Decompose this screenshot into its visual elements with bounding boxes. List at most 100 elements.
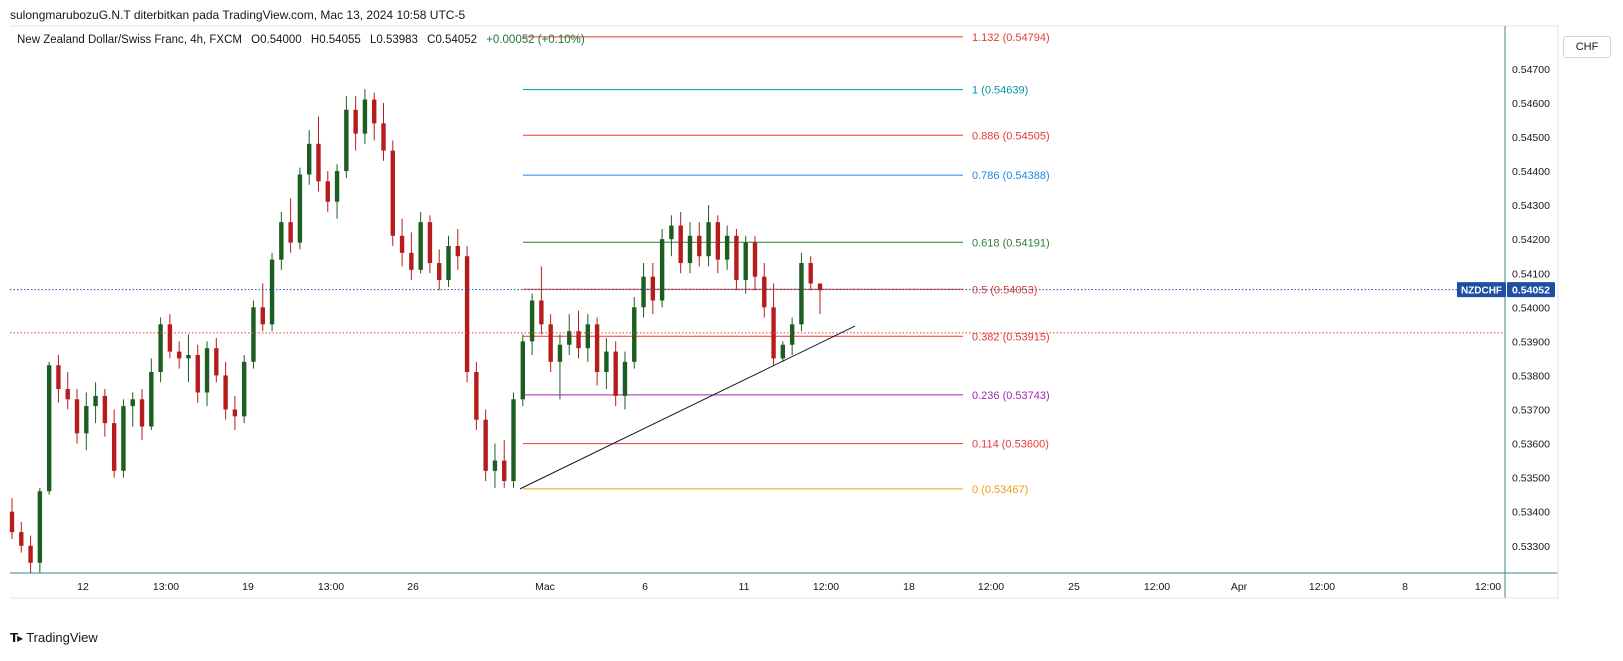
- candle-body: [362, 99, 368, 134]
- y-tick-label: 0.53900: [1512, 336, 1550, 348]
- y-tick-label: 0.53500: [1512, 473, 1550, 485]
- x-tick-label: 11: [739, 581, 750, 593]
- candle-body: [381, 123, 386, 151]
- candle-body: [808, 263, 813, 284]
- candle-body: [604, 351, 609, 373]
- candle-body: [65, 389, 70, 400]
- y-tick-label: 0.54000: [1512, 302, 1550, 314]
- y-tick-label: 0.53800: [1512, 370, 1550, 382]
- tradingview-brand-text: TradingView: [26, 630, 98, 645]
- fib-level-label: 0.886 (0.54505): [972, 130, 1050, 142]
- x-tick-label: 19: [242, 581, 254, 593]
- candle-body: [37, 491, 43, 563]
- candle-body: [724, 235, 730, 260]
- candle-body: [817, 283, 823, 291]
- x-tick-label: 12:00: [1475, 581, 1501, 593]
- y-tick-label: 0.54300: [1512, 200, 1550, 212]
- fib-level-label: 0.5 (0.54053): [972, 284, 1037, 296]
- candle-body: [632, 307, 637, 362]
- candle-body: [399, 235, 405, 253]
- candle-body: [427, 222, 433, 264]
- candle-body: [502, 460, 507, 482]
- candle-body: [204, 348, 210, 393]
- y-tick-label: 0.53400: [1512, 507, 1550, 519]
- candle-body: [149, 372, 154, 427]
- x-tick-label: 8: [1402, 581, 1408, 593]
- symbol-ohlc-legend[interactable]: New Zealand Dollar/Swiss Franc, 4h, FXCM…: [17, 34, 591, 46]
- last-price-label: 0.54052: [1512, 285, 1550, 297]
- candle-body: [474, 372, 479, 420]
- candle-body: [251, 307, 256, 362]
- candle-body: [762, 276, 767, 308]
- candle-body: [437, 263, 442, 281]
- ohlc-change: +0.00052 (+0.10%): [486, 34, 585, 46]
- y-tick-label: 0.53300: [1512, 541, 1550, 553]
- y-tick-label: 0.54700: [1512, 64, 1550, 76]
- fib-level-label: 0.236 (0.53743): [972, 390, 1050, 402]
- candle-body: [93, 395, 98, 407]
- tradingview-mark-icon: 𝗧▸: [10, 630, 23, 645]
- x-tick-label: Mac: [535, 581, 555, 593]
- symbol-title: New Zealand Dollar/Swiss Franc, 4h, FXCM: [17, 34, 242, 46]
- candle-body: [111, 423, 117, 471]
- symbol-price-badge: [1457, 282, 1506, 298]
- candle-body: [409, 252, 414, 270]
- candle-body: [483, 419, 488, 471]
- candle-body: [232, 409, 238, 417]
- candle-body: [195, 355, 200, 393]
- trendline: [519, 325, 856, 490]
- tradingview-logo[interactable]: 𝗧▸ TradingView: [10, 630, 98, 645]
- currency-selector-button[interactable]: CHF: [1563, 36, 1611, 58]
- last-price-badge: [1507, 282, 1555, 298]
- x-tick-label: 12:00: [1144, 581, 1170, 593]
- candle-body: [279, 222, 284, 260]
- x-tick-label: 12:00: [813, 581, 839, 593]
- candle-body: [585, 324, 591, 349]
- fib-level-label: 0 (0.53467): [972, 484, 1028, 496]
- candle-body: [297, 174, 303, 243]
- fib-level-label: 0.618 (0.54191): [972, 237, 1050, 249]
- y-tick-label: 0.53700: [1512, 405, 1550, 417]
- fib-level-label: 0.114 (0.53600): [972, 439, 1049, 451]
- candle-body: [241, 361, 247, 417]
- ohlc-open: O0.54000: [251, 34, 302, 46]
- candle-body: [799, 263, 804, 325]
- y-tick-label: 0.54600: [1512, 98, 1550, 110]
- y-tick-label: 0.54400: [1512, 166, 1550, 178]
- candle-body: [529, 300, 535, 342]
- fib-level-label: 1.132 (0.54794): [972, 32, 1050, 44]
- candle-body: [46, 365, 52, 492]
- candle-body: [306, 143, 312, 175]
- x-tick-label: 12:00: [978, 581, 1004, 593]
- candle-body: [214, 348, 219, 376]
- candle-body: [752, 242, 758, 277]
- x-tick-label: 18: [903, 581, 915, 593]
- candle-body: [669, 225, 674, 240]
- fib-level-label: 0.786 (0.54388): [972, 170, 1050, 182]
- candle-body: [158, 324, 163, 373]
- candle-body: [418, 222, 423, 270]
- candle-body: [186, 355, 191, 359]
- candle-body: [706, 222, 711, 257]
- candle-body: [139, 399, 145, 427]
- candle-body: [464, 256, 470, 373]
- y-tick-label: 0.54500: [1512, 132, 1550, 144]
- candle-body: [622, 361, 628, 396]
- candle-body: [353, 109, 358, 134]
- candle-body: [678, 225, 683, 264]
- candle-body: [641, 276, 646, 308]
- candle-body: [28, 545, 33, 563]
- candle-body: [316, 143, 321, 182]
- x-tick-label: 26: [407, 581, 419, 593]
- candle-body: [613, 351, 618, 396]
- candle-body: [743, 242, 748, 281]
- x-tick-label: 13:00: [153, 581, 179, 593]
- candle-body: [446, 246, 451, 281]
- candle-body: [269, 259, 275, 325]
- x-tick-label: 25: [1068, 581, 1080, 593]
- candle-body: [121, 406, 126, 471]
- x-tick-label: 12:00: [1309, 581, 1335, 593]
- ohlc-high: H0.54055: [310, 34, 361, 46]
